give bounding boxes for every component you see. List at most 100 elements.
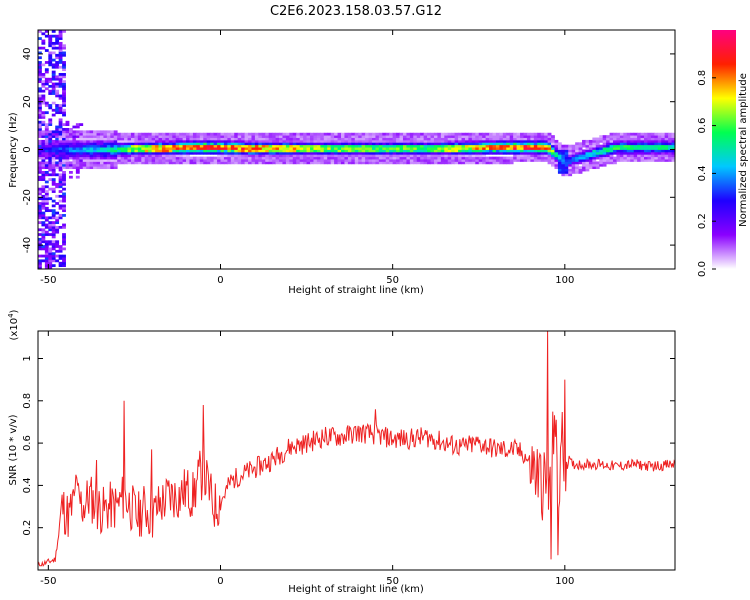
heatmap-cell xyxy=(551,159,555,162)
heatmap-cell xyxy=(406,144,411,148)
heatmap-cell xyxy=(62,240,66,244)
heatmap-cell xyxy=(186,139,190,143)
heatmap-cell xyxy=(557,166,562,170)
heatmap-cell xyxy=(344,161,349,165)
heatmap-cell xyxy=(48,149,53,153)
heatmap-cell xyxy=(261,161,266,165)
heatmap-cell xyxy=(582,139,586,143)
heatmap-cell xyxy=(647,144,652,148)
heatmap-cell xyxy=(55,221,60,224)
heatmap-cell xyxy=(444,156,449,160)
heatmap-cell xyxy=(237,144,242,148)
heatmap-cell xyxy=(134,142,139,146)
heatmap-cell xyxy=(351,137,356,141)
heatmap-cell xyxy=(99,137,104,141)
y-tick-label: 0.8 xyxy=(22,393,33,409)
heatmap-cell xyxy=(595,163,600,167)
heatmap-cell xyxy=(323,137,328,141)
heatmap-cell xyxy=(540,149,545,153)
heatmap-cell xyxy=(192,139,197,143)
heatmap-cell xyxy=(155,139,159,143)
heatmap-cell xyxy=(44,206,49,210)
heatmap-cell xyxy=(303,156,307,160)
heatmap-cell xyxy=(244,142,249,146)
heatmap-cell xyxy=(220,139,225,143)
heatmap-cell xyxy=(51,159,56,162)
heatmap-cell xyxy=(44,199,49,203)
heatmap-cell xyxy=(382,135,387,138)
heatmap-cell xyxy=(137,135,142,138)
heatmap-cell xyxy=(268,156,273,160)
heatmap-cell xyxy=(316,154,321,158)
heatmap-cell xyxy=(93,156,97,160)
heatmap-cell xyxy=(58,154,63,158)
heatmap-cell xyxy=(568,161,573,165)
heatmap-cell xyxy=(478,132,483,136)
heatmap-cell xyxy=(630,156,635,160)
heatmap-cell xyxy=(44,266,49,269)
heatmap-cell xyxy=(368,161,373,165)
heatmap-cell xyxy=(251,156,256,160)
heatmap-cell xyxy=(58,254,63,258)
heatmap-cell xyxy=(495,135,500,138)
heatmap-cell xyxy=(427,149,431,153)
heatmap-cell xyxy=(526,137,531,141)
heatmap-cell xyxy=(502,142,507,146)
heatmap-cell xyxy=(540,142,545,146)
spectrogram-x-ticks: -50 0 50 100 xyxy=(40,30,574,286)
heatmap-cell xyxy=(48,228,53,232)
heatmap-cell xyxy=(344,149,349,153)
heatmap-cell xyxy=(613,149,617,153)
heatmap-cell xyxy=(93,154,97,158)
heatmap-cell xyxy=(48,63,53,67)
heatmap-cell xyxy=(113,142,118,146)
heatmap-cell xyxy=(375,132,380,136)
heatmap-cell xyxy=(175,151,180,155)
heatmap-cell xyxy=(44,132,49,136)
heatmap-cell xyxy=(313,149,318,153)
heatmap-cell xyxy=(251,147,256,150)
heatmap-cell xyxy=(471,149,476,153)
heatmap-cell xyxy=(495,137,500,141)
heatmap-cell xyxy=(165,147,170,150)
heatmap-cell xyxy=(175,135,180,138)
heatmap-cell xyxy=(206,161,211,165)
heatmap-cell xyxy=(285,154,290,158)
heatmap-cell xyxy=(444,154,449,158)
heatmap-cell xyxy=(51,144,56,148)
heatmap-cell xyxy=(430,149,435,153)
heatmap-cell xyxy=(530,132,535,136)
heatmap-cell xyxy=(526,144,531,148)
heatmap-cell xyxy=(237,161,242,165)
heatmap-cell xyxy=(261,151,266,155)
heatmap-cell xyxy=(296,139,301,143)
heatmap-cell xyxy=(55,202,60,205)
heatmap-cell xyxy=(582,151,586,155)
heatmap-cell xyxy=(68,137,73,141)
heatmap-cell xyxy=(668,139,672,143)
heatmap-cell xyxy=(265,135,270,138)
heatmap-cell xyxy=(244,139,249,143)
heatmap-cell xyxy=(155,161,159,165)
heatmap-cell xyxy=(478,149,483,153)
heatmap-cell xyxy=(344,137,349,141)
heatmap-cell xyxy=(341,147,345,150)
heatmap-cell xyxy=(58,44,63,48)
heatmap-cell xyxy=(220,137,225,141)
heatmap-cell xyxy=(544,147,548,150)
heatmap-cell xyxy=(289,147,294,150)
heatmap-cell xyxy=(89,139,94,143)
heatmap-cell xyxy=(134,159,139,162)
heatmap-cell xyxy=(526,142,531,146)
heatmap-cell xyxy=(151,156,156,160)
heatmap-cell xyxy=(103,161,108,165)
heatmap-cell xyxy=(495,139,500,143)
heatmap-cell xyxy=(62,84,66,88)
heatmap-cell xyxy=(168,135,173,138)
heatmap-cell xyxy=(179,151,184,155)
heatmap-cell xyxy=(254,132,259,136)
heatmap-cell xyxy=(251,142,256,146)
heatmap-cell xyxy=(399,142,404,146)
heatmap-cell xyxy=(120,147,125,150)
